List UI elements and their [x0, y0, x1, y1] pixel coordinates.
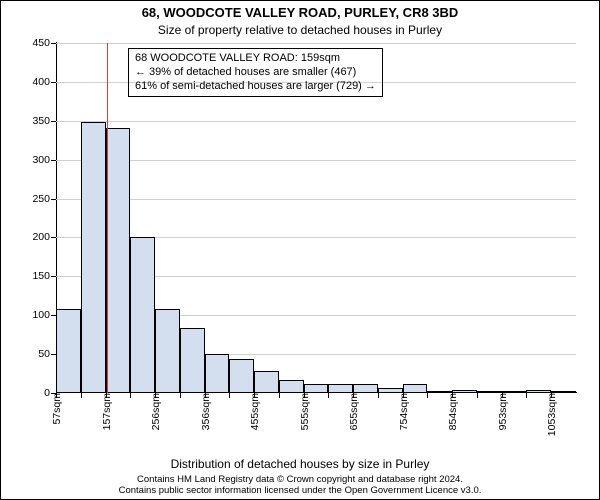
y-tick-mark	[51, 276, 56, 277]
histogram-bar	[130, 237, 155, 393]
y-tick-label: 300	[32, 154, 50, 166]
x-tick-mark	[229, 393, 230, 398]
histogram-bar	[56, 309, 81, 393]
y-tick-label: 350	[32, 115, 50, 127]
y-tick-mark	[51, 82, 56, 83]
copyright-line-1: Contains HM Land Registry data © Crown c…	[137, 474, 463, 485]
copyright-line-2: Contains public sector information licen…	[119, 485, 482, 496]
histogram-bar	[205, 354, 230, 393]
y-tick-label: 250	[32, 193, 50, 205]
annotation-line-2: ← 39% of detached houses are smaller (46…	[135, 66, 356, 78]
y-tick-label: 450	[32, 37, 50, 49]
chart-title: 68, WOODCOTE VALLEY ROAD, PURLEY, CR8 3B…	[1, 5, 599, 20]
histogram-bar	[403, 384, 428, 393]
x-tick-mark	[180, 393, 181, 398]
histogram-bar	[254, 371, 279, 393]
gridline	[56, 121, 576, 122]
x-tick-label: 256sqm	[150, 393, 162, 430]
y-tick-mark	[51, 237, 56, 238]
y-tick-mark	[51, 160, 56, 161]
histogram-bar	[106, 128, 131, 393]
chart-container: 68, WOODCOTE VALLEY ROAD, PURLEY, CR8 3B…	[0, 0, 600, 500]
x-tick-label: 356sqm	[200, 393, 212, 430]
y-tick-mark	[51, 121, 56, 122]
histogram-bar	[180, 328, 205, 393]
y-tick-label: 150	[32, 270, 50, 282]
y-tick-mark	[51, 43, 56, 44]
x-tick-mark	[81, 393, 82, 398]
x-tick-label: 157sqm	[101, 393, 113, 430]
histogram-bar	[328, 384, 353, 393]
x-tick-mark	[279, 393, 280, 398]
y-tick-label: 100	[32, 309, 50, 321]
gridline	[56, 160, 576, 161]
x-tick-label: 953sqm	[497, 393, 509, 430]
y-tick-label: 200	[32, 231, 50, 243]
annotation-line-3: 61% of semi-detached houses are larger (…	[135, 80, 376, 92]
marker-line	[107, 43, 108, 393]
histogram-bar	[155, 309, 180, 393]
copyright-text: Contains HM Land Registry data © Crown c…	[1, 475, 599, 497]
histogram-bar	[279, 380, 304, 393]
annotation-box: 68 WOODCOTE VALLEY ROAD: 159sqm ← 39% of …	[128, 48, 383, 97]
histogram-bar	[304, 384, 329, 393]
y-tick-label: 0	[44, 387, 50, 399]
plot-area: 05010015020025030035040045057sqm157sqm25…	[56, 43, 576, 393]
gridline	[56, 199, 576, 200]
annotation-line-1: 68 WOODCOTE VALLEY ROAD: 159sqm	[135, 52, 340, 64]
x-tick-mark	[328, 393, 329, 398]
histogram-bar	[353, 384, 378, 393]
x-tick-label: 57sqm	[51, 393, 63, 425]
y-tick-mark	[51, 199, 56, 200]
gridline	[56, 43, 576, 44]
x-tick-label: 455sqm	[249, 393, 261, 430]
x-tick-mark	[130, 393, 131, 398]
y-tick-label: 50	[38, 348, 50, 360]
x-tick-label: 1053sqm	[546, 393, 558, 436]
x-axis-label: Distribution of detached houses by size …	[1, 457, 599, 471]
chart-subtitle: Size of property relative to detached ho…	[1, 23, 599, 37]
histogram-bar	[81, 122, 106, 393]
x-tick-mark	[378, 393, 379, 398]
y-tick-label: 400	[32, 76, 50, 88]
x-tick-label: 555sqm	[299, 393, 311, 430]
histogram-bar	[229, 359, 254, 393]
x-tick-label: 754sqm	[398, 393, 410, 430]
x-tick-mark	[477, 393, 478, 398]
x-tick-mark	[526, 393, 527, 398]
x-tick-label: 655sqm	[348, 393, 360, 430]
x-tick-label: 854sqm	[447, 393, 459, 430]
x-tick-mark	[427, 393, 428, 398]
